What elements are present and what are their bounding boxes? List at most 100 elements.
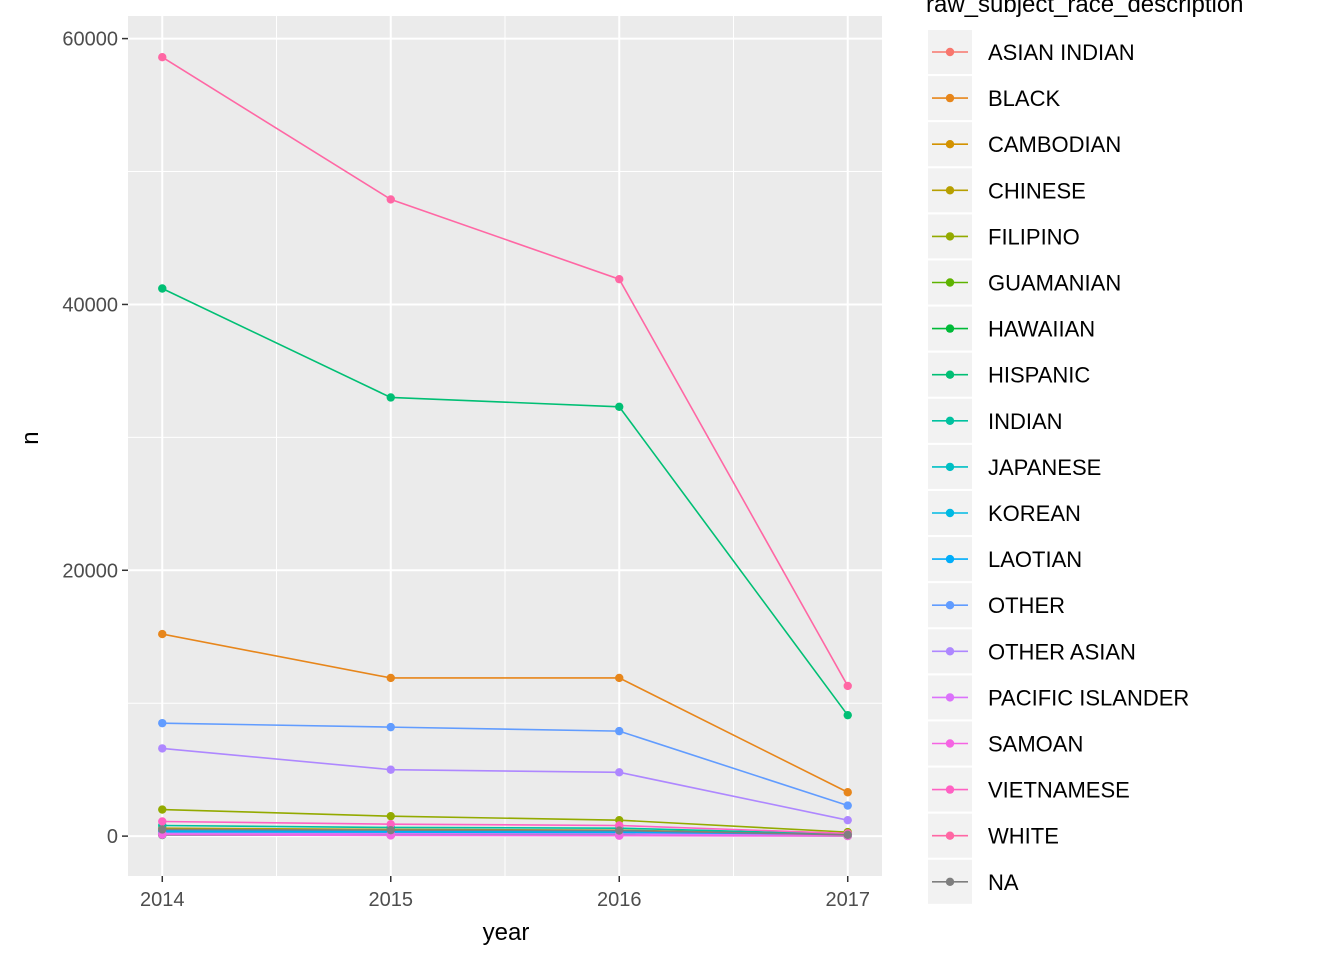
legend-key-point [945,93,955,103]
data-point [843,681,852,691]
data-point [386,393,395,402]
data-point [843,830,852,839]
legend-label: LAOTIAN [988,547,1082,572]
series-line [162,722,848,807]
data-point [158,817,167,826]
legend-key-point [945,554,955,564]
legend-key-point [945,508,955,518]
y-axis-title: n [17,431,44,444]
legend-key-point [945,140,955,149]
legend-item: OTHER [928,583,1065,628]
series-lines [158,53,852,841]
legend-item: PACIFIC ISLANDER [928,675,1189,720]
legend-label: GUAMANIAN [988,271,1121,296]
series-line [162,833,848,837]
legend-item: WHITE [928,813,1059,858]
data-point [158,825,167,834]
series-white [158,53,852,691]
legend-item: SAMOAN [928,721,1083,766]
legend-key-point [945,831,955,840]
y-tick-label: 60000 [62,29,118,51]
legend-label: HISPANIC [988,363,1090,388]
legend-item: ASIAN INDIAN [928,30,1135,74]
legend-label: VIETNAMESE [988,778,1130,803]
data-point [615,673,624,683]
data-point [158,53,167,62]
data-point [158,284,167,293]
series-line [161,56,849,687]
legend-label: OTHER ASIAN [988,639,1136,664]
legend-label: SAMOAN [988,732,1083,757]
legend: raw_subject_race_description ASIAN INDIA… [926,0,1244,904]
series-hispanic [158,284,852,720]
legend-key-point [945,693,955,702]
x-tick-label: 2015 [369,889,414,911]
series-line [161,287,849,716]
legend-key-point [945,601,955,610]
y-tick-label: 40000 [62,294,118,316]
legend-item: HAWAIIAN [928,306,1095,351]
data-point [158,629,167,639]
data-point [386,765,395,774]
data-point [158,718,167,728]
legend-label: CAMBODIAN [988,132,1121,157]
legend-label: OTHER [988,593,1065,618]
series-other-asian [158,744,852,825]
legend-key-point [945,186,955,195]
series-line [162,747,848,821]
series-line [162,820,848,835]
data-point [615,402,624,411]
legend-label: ASIAN INDIAN [988,40,1135,65]
data-point [158,744,167,753]
data-point [386,819,395,829]
legend-key-point [945,785,955,794]
legend-item: CHINESE [928,168,1086,213]
series-line [162,824,848,835]
legend-key-point [945,877,955,886]
legend-label: HAWAIIAN [988,317,1095,342]
legend-key-point [945,416,955,425]
legend-item: JAPANESE [928,444,1101,489]
data-point [615,726,624,736]
legend-key-point [945,647,955,656]
series-line [162,832,848,837]
legend-item: KOREAN [928,491,1081,535]
series-line [162,633,849,793]
legend-item: OTHER ASIAN [928,629,1136,674]
legend-item: GUAMANIAN [928,260,1121,305]
legend-label: CHINESE [988,178,1086,203]
legend-key-point [945,232,955,241]
legend-item: HISPANIC [928,352,1090,397]
legend-key-point [945,739,955,748]
data-point [615,826,624,835]
data-point [615,274,624,284]
legend-item: INDIAN [928,398,1063,443]
legend-key-point [945,47,955,57]
legend-label: FILIPINO [988,224,1080,249]
legend-label: NA [988,870,1019,895]
legend-label: INDIAN [988,409,1063,434]
y-tick-label: 20000 [62,560,118,582]
data-point [615,768,624,777]
legend-key-point [945,462,955,472]
legend-item: BLACK [928,76,1060,121]
legend-item: NA [928,859,1019,904]
data-point [386,722,395,732]
data-point [843,788,852,797]
legend-title: raw_subject_race_description [926,0,1244,18]
data-point [386,811,395,821]
series-line [162,828,848,836]
legend-label: JAPANESE [988,455,1101,480]
data-point [386,825,395,835]
series-line [162,808,848,833]
legend-item: VIETNAMESE [928,767,1130,812]
y-tick-label: 0 [107,826,118,848]
legend-item: CAMBODIAN [928,122,1121,167]
data-point [386,673,395,683]
x-axis-title: year [483,919,530,946]
data-point [158,805,167,814]
legend-item: LAOTIAN [928,537,1082,582]
series-other [158,718,852,810]
